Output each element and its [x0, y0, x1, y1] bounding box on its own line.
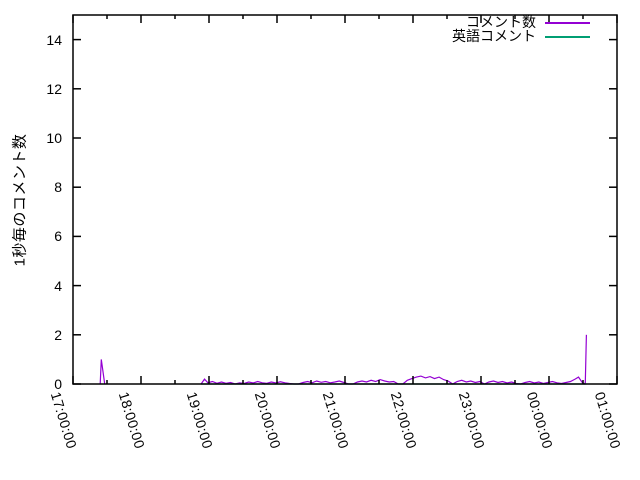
legend-item-english-comments: 英語コメント: [452, 28, 590, 44]
legend: コメント数 英語コメント: [452, 14, 590, 44]
y-tick-label: 14: [46, 31, 62, 48]
y-tick-label: 2: [54, 326, 62, 343]
legend-item-comment-count: コメント数: [452, 14, 590, 30]
series-line-0: [99, 359, 106, 385]
y-axis-title: 1秒毎のコメント数: [11, 133, 29, 267]
plot-border: [72, 14, 618, 385]
legend-label-english-comments: 英語コメント: [452, 28, 536, 44]
y-tick-label: 10: [46, 130, 62, 146]
legend-line-sample-english-comments: [545, 35, 590, 38]
y-tick-label: 4: [54, 277, 62, 294]
y-tick-label: 6: [54, 228, 62, 245]
y-tick-label: 0: [54, 376, 62, 392]
series-line-0: [200, 334, 587, 385]
y-tick-label: 8: [54, 179, 62, 196]
legend-label-comment-count: コメント数: [466, 14, 536, 30]
legend-line-sample-comment-count: [545, 21, 590, 24]
y-tick-label: 12: [46, 80, 62, 97]
